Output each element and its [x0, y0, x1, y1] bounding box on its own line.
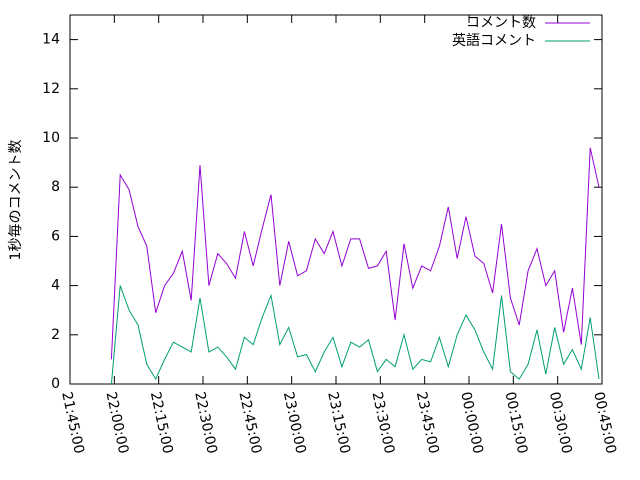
x-tick-label: 22:45:00: [236, 390, 265, 455]
y-tick-label: 12: [42, 81, 60, 97]
plot-border: [69, 14, 603, 385]
x-tick-label: 00:45:00: [590, 390, 619, 455]
y-tick-label: 14: [42, 32, 60, 48]
legend-label: コメント数: [466, 15, 536, 31]
y-tick-label: 0: [51, 376, 60, 392]
x-tick-label: 22:15:00: [147, 390, 176, 455]
x-tick-label: 00:30:00: [546, 390, 575, 455]
x-tick-label: 00:00:00: [457, 390, 486, 455]
y-tick-label: 8: [51, 179, 60, 195]
x-tick-label: 23:45:00: [413, 390, 442, 455]
x-tick-label: 22:30:00: [191, 390, 220, 455]
x-tick-label: 23:00:00: [280, 390, 309, 455]
y-tick-label: 4: [51, 278, 60, 294]
y-axis-label: 1秒毎のコメント数: [8, 140, 24, 261]
y-tick-label: 2: [51, 327, 60, 343]
x-tick-label: 23:30:00: [369, 390, 398, 455]
legend-label: 英語コメント: [452, 32, 536, 49]
x-tick-label: 22:00:00: [103, 390, 132, 455]
series-line: [110, 147, 600, 360]
y-tick-label: 6: [51, 228, 60, 244]
x-tick-label: 21:45:00: [58, 390, 87, 455]
y-tick-label: 10: [42, 130, 60, 146]
series-line: [110, 285, 600, 385]
x-tick-label: 00:15:00: [502, 390, 531, 455]
x-tick-label: 23:15:00: [324, 390, 353, 455]
